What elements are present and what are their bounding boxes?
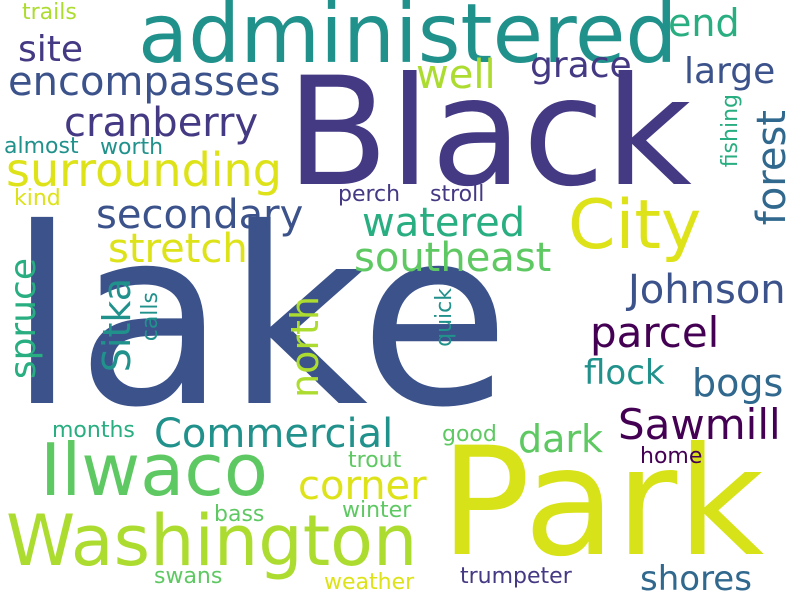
word-site: site: [18, 29, 84, 70]
word-sawmill: Sawmill: [618, 400, 781, 449]
word-lake: lake: [8, 176, 511, 461]
word-stroll: stroll: [430, 182, 485, 207]
word-park: Park: [440, 416, 765, 590]
word-ilwaco: Ilwaco: [40, 428, 268, 512]
word-worth: worth: [100, 135, 164, 160]
word-dark: dark: [518, 417, 604, 461]
word-large: large: [684, 51, 776, 92]
word-administered: administered: [138, 0, 678, 82]
word-bass: bass: [214, 502, 265, 527]
word-kind: kind: [14, 186, 61, 211]
word-commercial: Commercial: [154, 411, 394, 457]
word-stretch: stretch: [108, 226, 248, 272]
word-shores: shores: [640, 559, 752, 599]
word-winter: winter: [342, 498, 412, 523]
word-forest: forest: [749, 110, 795, 226]
word-spruce: spruce: [3, 258, 44, 380]
word-grace: grace: [530, 45, 632, 86]
word-sitka: Sitka: [95, 278, 139, 373]
word-fishing: fishing: [718, 94, 743, 168]
word-watered: watered: [362, 200, 526, 246]
word-well: well: [416, 52, 496, 98]
word-trumpeter: trumpeter: [460, 564, 572, 589]
word-black: Black: [286, 46, 692, 220]
word-parcel: parcel: [590, 308, 720, 357]
word-corner: corner: [298, 463, 427, 509]
word-good: good: [442, 422, 497, 447]
word-north: north: [283, 296, 327, 398]
word-weather: weather: [324, 570, 415, 595]
word-washington: Washington: [6, 500, 418, 582]
word-swans: swans: [154, 564, 223, 589]
word-bogs: bogs: [692, 361, 784, 405]
word-months: months: [52, 418, 135, 443]
word-end: end: [668, 1, 740, 45]
word-southeast: southeast: [354, 235, 552, 281]
word-cranberry: cranberry: [64, 100, 259, 146]
word-flock: flock: [584, 353, 665, 393]
word-calls: calls: [138, 292, 163, 342]
word-almost: almost: [4, 134, 79, 159]
word-home: home: [640, 444, 703, 469]
word-trails: trails: [22, 0, 77, 25]
word-johnson: Johnson: [628, 267, 786, 313]
word-perch: perch: [338, 182, 401, 207]
word-trout: trout: [348, 448, 402, 473]
word-city: City: [568, 186, 702, 265]
word-encompasses: encompasses: [8, 59, 281, 105]
word-quick: quick: [432, 288, 457, 347]
word-secondary: secondary: [96, 192, 304, 238]
word-surrounding: surrounding: [6, 143, 282, 197]
